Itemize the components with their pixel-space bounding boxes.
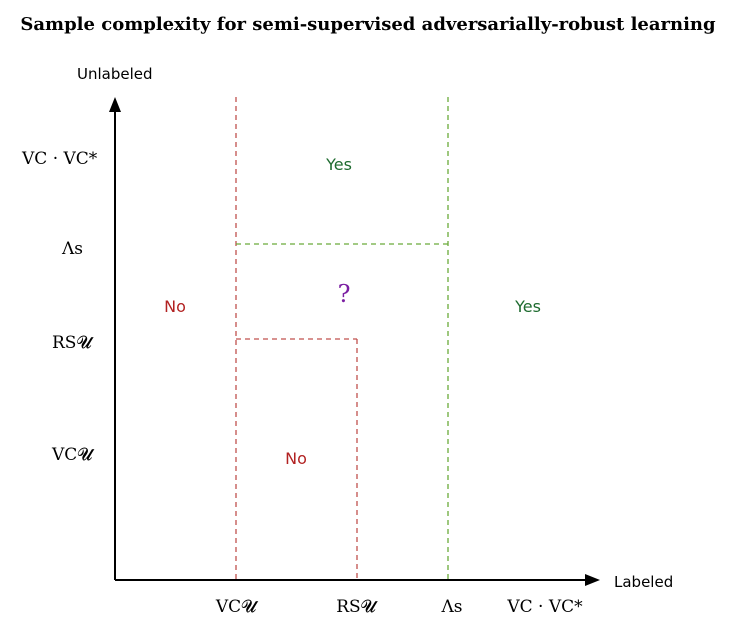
y-tick-vc-vcstar: VC · VC* xyxy=(21,149,98,169)
diagram-title: Sample complexity for semi-supervised ad… xyxy=(20,14,716,35)
y-axis-label: Unlabeled xyxy=(77,65,153,83)
region-no-box: No xyxy=(285,449,307,468)
region-question: ? xyxy=(338,280,351,308)
y-tick-vc-u: VC𝓤 xyxy=(51,445,95,465)
region-no-left: No xyxy=(164,297,186,316)
region-yes-top: Yes xyxy=(325,155,352,174)
x-tick-lambda-s: Λs xyxy=(440,597,462,617)
x-axis-arrowhead xyxy=(585,574,600,586)
x-tick-vc-vcstar: VC · VC* xyxy=(506,597,583,617)
y-tick-rs-u: RS𝓤 xyxy=(52,333,94,353)
x-axis-label: Labeled xyxy=(614,573,673,591)
x-tick-vc-u: VC𝓤 xyxy=(215,597,259,617)
y-axis-arrowhead xyxy=(109,97,121,112)
x-tick-rs-u: RS𝓤 xyxy=(336,597,378,617)
region-yes-right: Yes xyxy=(514,297,541,316)
y-tick-lambda-s: Λs xyxy=(61,239,83,259)
